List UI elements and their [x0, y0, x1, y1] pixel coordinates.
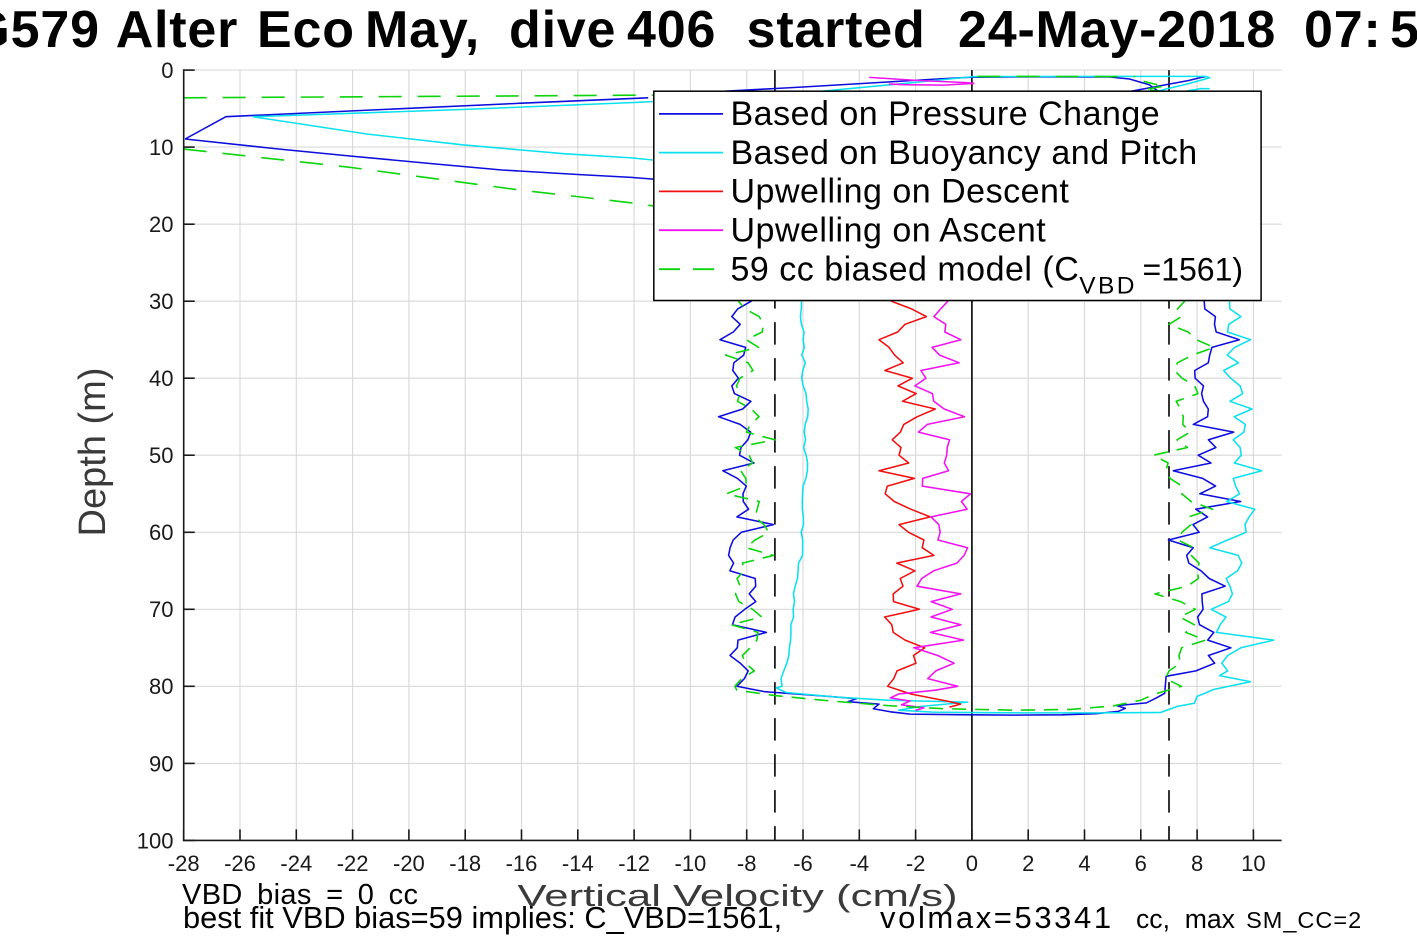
svg-text:10: 10: [149, 135, 173, 160]
svg-text:10: 10: [1241, 851, 1265, 876]
svg-text:-16: -16: [506, 851, 538, 876]
svg-text:0: 0: [966, 851, 978, 876]
svg-text:-10: -10: [675, 851, 707, 876]
svg-text:-2: -2: [906, 851, 926, 876]
svg-text:-28: -28: [168, 851, 200, 876]
svg-text:2: 2: [1022, 851, 1034, 876]
svg-text:0: 0: [161, 58, 173, 83]
svg-text:70: 70: [149, 597, 173, 622]
svg-text:Depth (m): Depth (m): [72, 368, 114, 537]
svg-text:-20: -20: [393, 851, 425, 876]
svg-text:Upwelling on Ascent: Upwelling on Ascent: [731, 212, 1047, 250]
svg-text:8: 8: [1191, 851, 1203, 876]
svg-text:Based on Buoyancy and Pitch: Based on Buoyancy and Pitch: [731, 134, 1198, 172]
svg-text:90: 90: [149, 751, 173, 776]
svg-text:-14: -14: [562, 851, 594, 876]
svg-text:20: 20: [149, 212, 173, 237]
svg-text:-18: -18: [449, 851, 481, 876]
svg-text:40: 40: [149, 366, 173, 391]
svg-text:Based on Pressure Change: Based on Pressure Change: [731, 95, 1161, 133]
svg-text:-6: -6: [793, 851, 813, 876]
svg-text:Upwelling on Descent: Upwelling on Descent: [731, 173, 1070, 211]
svg-text:best fit VBD bias=59 implies:: best fit VBD bias=59 implies: C_VBD=1561…: [183, 900, 1362, 935]
svg-text:-22: -22: [337, 851, 369, 876]
svg-text:30: 30: [149, 289, 173, 314]
svg-text:80: 80: [149, 674, 173, 699]
svg-text:4: 4: [1078, 851, 1090, 876]
svg-text:VBD bias = 0 cc: VBD bias = 0 cc: [182, 879, 418, 911]
svg-text:Vertical Velocity (cm/s): Vertical Velocity (cm/s): [517, 879, 957, 913]
svg-text:-12: -12: [618, 851, 650, 876]
svg-text:50: 50: [149, 443, 173, 468]
svg-text:60: 60: [149, 520, 173, 545]
svg-text:6: 6: [1135, 851, 1147, 876]
svg-text:-24: -24: [280, 851, 312, 876]
svg-text:-8: -8: [737, 851, 757, 876]
svg-text:-26: -26: [224, 851, 256, 876]
svg-text:100: 100: [137, 828, 174, 853]
svg-text:-4: -4: [850, 851, 870, 876]
